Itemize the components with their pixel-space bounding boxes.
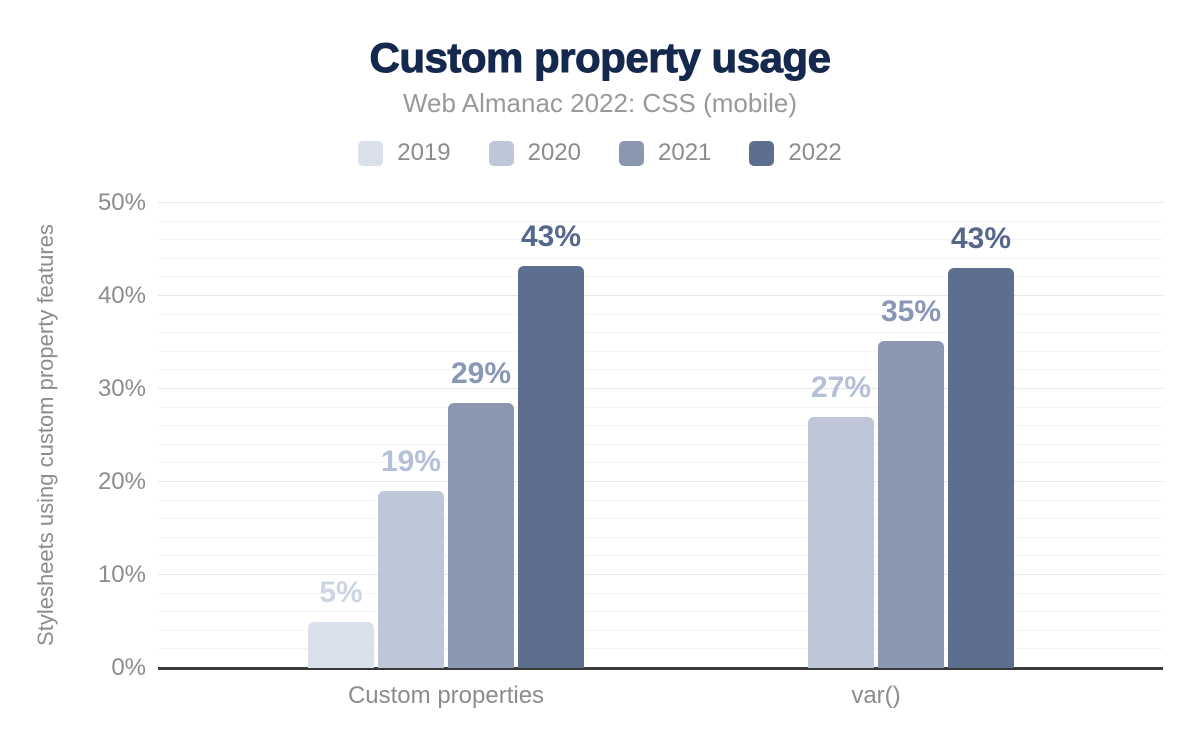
legend-item: 2020 bbox=[488, 139, 581, 167]
gridline-minor bbox=[158, 257, 1163, 259]
value-label: 5% bbox=[319, 575, 363, 609]
x-tick-label: var() bbox=[851, 682, 901, 709]
value-label: 43% bbox=[950, 222, 1012, 256]
chart-title: Custom property usage bbox=[369, 34, 831, 82]
x-tick-label: Custom properties bbox=[347, 682, 545, 709]
gridline-minor bbox=[158, 443, 1163, 445]
y-tick-label: 20% bbox=[97, 468, 146, 495]
gridline-minor bbox=[158, 536, 1163, 538]
gridline-minor bbox=[158, 425, 1163, 427]
gridline-minor bbox=[158, 406, 1163, 408]
legend-swatch-2019 bbox=[358, 140, 384, 166]
plot-area: 5% 19% 29% 43% Custom properties 27% 35% 43% var… bbox=[158, 202, 1163, 709]
gridline-minor bbox=[158, 648, 1163, 650]
y-tick-label: 10% bbox=[97, 561, 146, 588]
y-tick-label: 30% bbox=[97, 375, 146, 402]
bar-2020 bbox=[378, 491, 444, 668]
gridline-minor bbox=[158, 611, 1163, 613]
value-label: 35% bbox=[880, 294, 942, 328]
gridline-minor bbox=[158, 369, 1163, 371]
value-label: 27% bbox=[810, 370, 872, 404]
gridline-major bbox=[158, 481, 1163, 482]
chart-subtitle: Web Almanac 2022: CSS (mobile) bbox=[402, 88, 798, 118]
bar-2019 bbox=[308, 621, 374, 668]
bar-group: 27% 35% 43% bbox=[738, 203, 1014, 668]
x-axis-baseline bbox=[158, 667, 1163, 670]
legend-item: 2022 bbox=[749, 139, 842, 167]
gridline-major bbox=[158, 202, 1163, 203]
legend-swatch-2021 bbox=[619, 140, 644, 166]
bar-2022 bbox=[948, 268, 1014, 668]
bar-2022 bbox=[518, 266, 584, 668]
legend-item: 2019 bbox=[358, 139, 451, 167]
gridline-minor bbox=[158, 629, 1163, 631]
gridline-major bbox=[158, 388, 1163, 389]
gridline-minor bbox=[158, 239, 1163, 241]
gridline-minor bbox=[158, 332, 1163, 334]
gridline-minor bbox=[158, 592, 1163, 594]
legend-label: 2021 bbox=[658, 139, 712, 166]
y-tick-label: 0% bbox=[111, 654, 146, 681]
gridline-minor bbox=[158, 350, 1163, 352]
bar-2021 bbox=[878, 340, 944, 668]
gridline-minor bbox=[158, 499, 1163, 501]
bar-2021 bbox=[448, 402, 514, 668]
gridline-minor bbox=[158, 462, 1163, 464]
value-label: 43% bbox=[520, 220, 582, 254]
gridline-minor bbox=[158, 518, 1163, 520]
gridline-minor bbox=[158, 555, 1163, 557]
legend-swatch-2020 bbox=[488, 140, 514, 166]
y-tick-label: 50% bbox=[97, 189, 146, 216]
gridline-minor bbox=[158, 313, 1163, 315]
legend-swatch-2022 bbox=[749, 140, 775, 166]
bar-2020 bbox=[808, 416, 874, 668]
gridline-minor bbox=[158, 276, 1163, 278]
bar-group: 5% 19% 29% 43% bbox=[308, 203, 584, 668]
legend: 2019 2020 2021 2022 bbox=[0, 139, 1200, 167]
y-tick-label: 40% bbox=[97, 282, 146, 309]
value-label: 29% bbox=[450, 356, 512, 390]
legend-label: 2020 bbox=[527, 139, 581, 166]
gridline-major bbox=[158, 574, 1163, 575]
gridline-minor bbox=[158, 220, 1163, 222]
legend-item: 2021 bbox=[619, 139, 711, 167]
legend-label: 2022 bbox=[788, 139, 842, 166]
legend-label: 2019 bbox=[397, 139, 451, 166]
value-label: 19% bbox=[380, 445, 442, 479]
gridline-major bbox=[158, 295, 1163, 296]
